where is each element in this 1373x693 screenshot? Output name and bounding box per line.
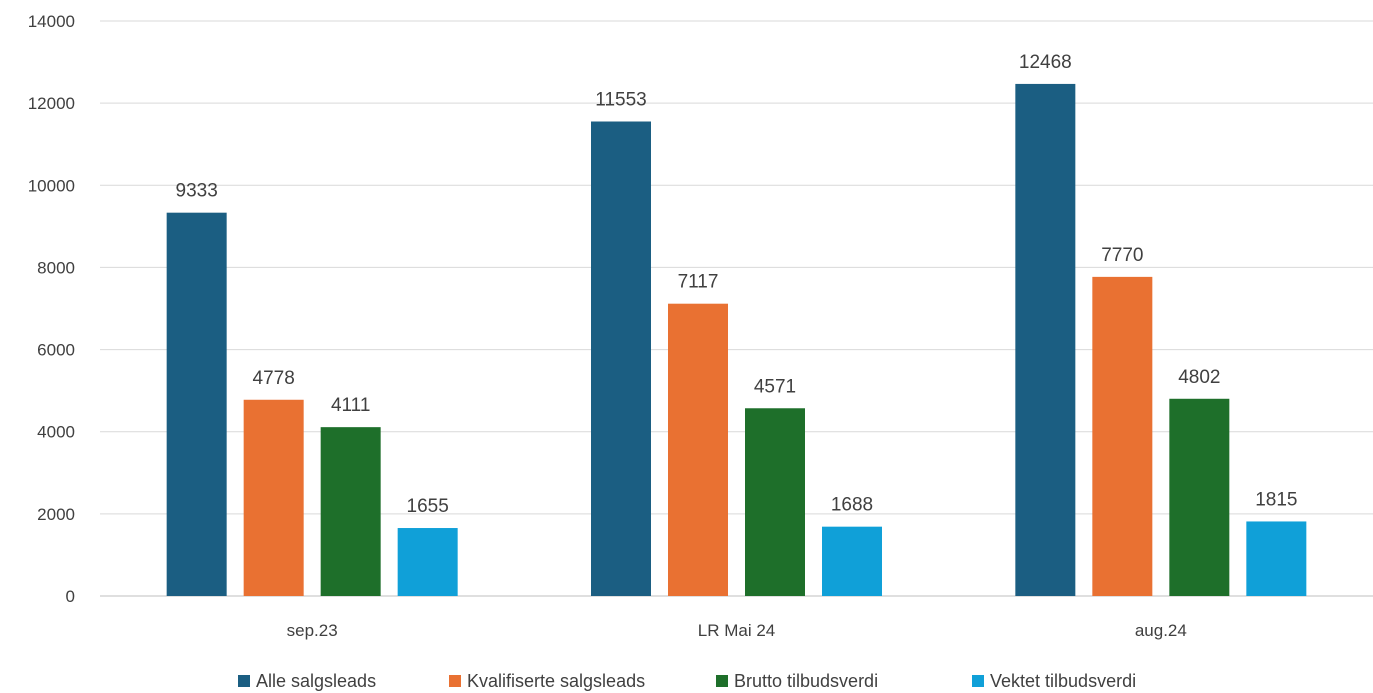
y-tick-label: 12000	[28, 94, 75, 113]
bars	[166, 83, 1307, 597]
data-label: 11553	[595, 90, 646, 111]
legend-label: Vektet tilbudsverdi	[990, 671, 1136, 691]
y-axis-ticks: 0 2000 4000 6000 8000 10000 12000 14000	[28, 12, 75, 606]
bar	[243, 399, 304, 596]
bar	[745, 408, 805, 596]
data-label: 9333	[176, 181, 218, 202]
data-label: 4571	[754, 376, 796, 397]
y-tick-label: 10000	[28, 176, 75, 195]
bar	[1015, 83, 1076, 596]
bar	[668, 303, 728, 596]
y-tick-label: 2000	[37, 505, 75, 524]
legend-label: Brutto tilbudsverdi	[734, 671, 878, 691]
bar	[166, 212, 227, 596]
y-tick-label: 4000	[37, 423, 75, 442]
bar	[320, 427, 381, 596]
data-label: 1815	[1255, 489, 1297, 510]
legend-swatch	[449, 675, 461, 687]
bar	[1092, 276, 1153, 596]
data-label: 4778	[253, 368, 295, 389]
legend-swatch	[238, 675, 250, 687]
bar	[1246, 521, 1307, 596]
legend-label: Alle salgsleads	[256, 671, 376, 691]
data-label: 1688	[831, 495, 873, 516]
y-tick-label: 14000	[28, 12, 75, 31]
x-category-label: aug.24	[1135, 621, 1187, 640]
legend-swatch	[716, 675, 728, 687]
data-label: 1655	[407, 496, 449, 517]
data-label: 7117	[678, 272, 719, 293]
bar	[822, 526, 882, 596]
y-tick-label: 0	[66, 587, 75, 606]
x-category-label: sep.23	[287, 621, 338, 640]
bar	[591, 121, 651, 597]
data-label: 4802	[1178, 367, 1220, 388]
data-label: 4111	[331, 395, 370, 416]
y-tick-label: 6000	[37, 341, 75, 360]
x-axis-categories: sep.23 LR Mai 24 aug.24	[287, 621, 1187, 640]
data-label: 7770	[1101, 245, 1143, 266]
y-tick-label: 8000	[37, 258, 75, 277]
data-labels: 9333 4778 4111 1655 11553 7117 4571 1688 12468 77…	[176, 52, 1298, 517]
bar	[1169, 398, 1230, 596]
legend-swatch	[972, 675, 984, 687]
bar	[397, 528, 458, 596]
legend: Alle salgsleads Kvalifiserte salgsleads Br…	[238, 671, 1136, 691]
data-label: 12468	[1019, 52, 1072, 73]
gridlines	[100, 20, 1373, 597]
legend-label: Kvalifiserte salgsleads	[467, 671, 645, 691]
x-category-label: LR Mai 24	[698, 621, 775, 640]
